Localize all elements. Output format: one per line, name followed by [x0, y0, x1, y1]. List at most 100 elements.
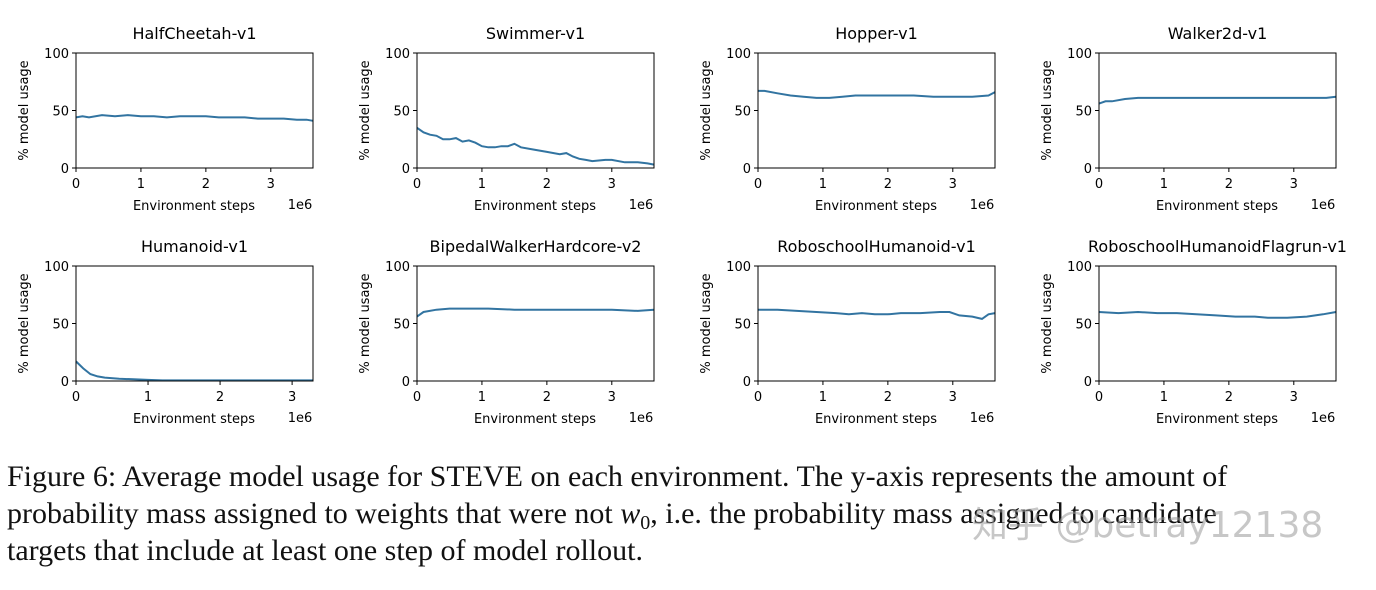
math-subscript: 0 — [640, 512, 650, 534]
subplot-title: RoboschoolHumanoid-v1 — [777, 237, 976, 256]
y-axis-label: % model usage — [17, 273, 32, 373]
x-tick-label: 0 — [72, 390, 80, 405]
x-offset-label: 1e6 — [1311, 411, 1336, 426]
caption-line: Figure 6: Average model usage for STEVE … — [7, 460, 1227, 493]
x-axis-label: Environment steps — [133, 199, 255, 214]
subplot: RoboschoolHumanoidFlagrun-v1 0 50 100 0 1 2 3 En… — [1040, 237, 1347, 427]
x-tick-label: 0 — [754, 177, 762, 192]
x-tick-label: 1 — [819, 177, 827, 192]
x-offset-label: 1e6 — [970, 198, 995, 213]
data-line — [416, 307, 655, 318]
x-tick-label: 2 — [216, 390, 224, 405]
y-axis-label: % model usage — [1040, 273, 1055, 373]
x-tick-label: 2 — [1225, 390, 1233, 405]
y-axis-label: % model usage — [1040, 60, 1055, 160]
x-tick-label: 2 — [202, 177, 210, 192]
y-tick-label: 50 — [52, 105, 69, 120]
caption-text: , i.e. the probability mass assigned to … — [650, 497, 1217, 530]
x-tick-label: 1 — [1160, 177, 1168, 192]
x-tick-label: 1 — [137, 177, 145, 192]
y-tick-label: 0 — [61, 162, 69, 177]
y-tick-label: 100 — [726, 260, 751, 275]
y-tick-label: 50 — [734, 105, 751, 120]
y-tick-label: 50 — [52, 318, 69, 333]
subplot-title: Hopper-v1 — [835, 24, 918, 43]
y-tick-label: 100 — [1067, 260, 1092, 275]
x-tick-label: 2 — [884, 177, 892, 192]
x-tick-label: 0 — [754, 390, 762, 405]
subplot: Swimmer-v1 0 50 100 0 1 2 3 Environment steps 1e6… — [358, 24, 655, 214]
data-line — [1098, 95, 1337, 105]
y-axis-label: % model usage — [358, 60, 373, 160]
x-axis-label: Environment steps — [815, 199, 937, 214]
x-tick-label: 1 — [1160, 390, 1168, 405]
caption-text: probability mass assigned to weights tha… — [7, 497, 620, 530]
y-tick-label: 0 — [743, 375, 751, 390]
x-tick-label: 2 — [884, 390, 892, 405]
subplot-title: Humanoid-v1 — [141, 237, 248, 256]
x-tick-label: 3 — [1290, 177, 1298, 192]
x-tick-label: 3 — [949, 177, 957, 192]
x-offset-label: 1e6 — [1311, 198, 1336, 213]
x-tick-label: 3 — [1290, 390, 1298, 405]
y-tick-label: 0 — [61, 375, 69, 390]
x-tick-label: 0 — [1095, 390, 1103, 405]
x-tick-label: 3 — [288, 390, 296, 405]
subplot: Humanoid-v1 0 50 100 0 1 2 3 Environment steps 1e… — [17, 237, 314, 427]
data-line — [75, 114, 314, 122]
x-axis-label: Environment steps — [1156, 199, 1278, 214]
y-tick-label: 0 — [743, 162, 751, 177]
x-tick-label: 1 — [478, 177, 486, 192]
subplot-title: RoboschoolHumanoidFlagrun-v1 — [1088, 237, 1347, 256]
x-tick-label: 3 — [608, 390, 616, 405]
y-tick-label: 50 — [1075, 105, 1092, 120]
subplot: BipedalWalkerHardcore-v2 0 50 100 0 1 2 3 Enviro… — [358, 237, 655, 427]
y-tick-label: 100 — [385, 260, 410, 275]
plot-frame — [757, 52, 996, 169]
y-tick-label: 100 — [385, 47, 410, 62]
y-tick-label: 50 — [393, 105, 410, 120]
x-tick-label: 1 — [478, 390, 486, 405]
data-line — [758, 308, 996, 320]
y-tick-label: 0 — [402, 375, 410, 390]
data-line — [75, 360, 313, 382]
y-axis-label: % model usage — [699, 273, 714, 373]
y-tick-label: 50 — [734, 318, 751, 333]
y-tick-label: 100 — [726, 47, 751, 62]
x-tick-label: 1 — [819, 390, 827, 405]
x-tick-label: 0 — [413, 177, 421, 192]
watermark: 知乎 @betray12138 — [972, 505, 1323, 546]
caption: Figure 6: Average model usage for STEVE … — [7, 460, 1227, 567]
subplot: HalfCheetah-v1 0 50 100 0 1 2 3 Environment step… — [17, 24, 314, 214]
y-tick-label: 50 — [393, 318, 410, 333]
x-axis-label: Environment steps — [1156, 412, 1278, 427]
x-offset-label: 1e6 — [629, 411, 654, 426]
x-tick-label: 3 — [267, 177, 275, 192]
x-axis-label: Environment steps — [815, 412, 937, 427]
x-axis-label: Environment steps — [133, 412, 255, 427]
caption-line: targets that include at least one step o… — [7, 534, 643, 567]
plot-frame — [416, 265, 655, 382]
plot-frame — [1098, 52, 1337, 169]
subplot-title: Swimmer-v1 — [486, 24, 585, 43]
math-symbol: w — [620, 497, 640, 530]
subplot-title: BipedalWalkerHardcore-v2 — [430, 237, 642, 256]
y-axis-label: % model usage — [17, 60, 32, 160]
data-line — [416, 126, 655, 166]
x-offset-label: 1e6 — [629, 198, 654, 213]
subplot-title: Walker2d-v1 — [1168, 24, 1268, 43]
plot-frame — [1098, 265, 1337, 382]
subplot: Hopper-v1 0 50 100 0 1 2 3 Environment steps 1e6%… — [699, 24, 996, 214]
y-tick-label: 100 — [44, 260, 69, 275]
x-tick-label: 2 — [543, 177, 551, 192]
x-tick-label: 0 — [413, 390, 421, 405]
x-tick-label: 2 — [1225, 177, 1233, 192]
subplot: RoboschoolHumanoid-v1 0 50 100 0 1 2 3 Environme… — [699, 237, 996, 427]
x-tick-label: 0 — [72, 177, 80, 192]
y-tick-label: 50 — [1075, 318, 1092, 333]
data-line — [1098, 310, 1337, 319]
caption-line: probability mass assigned to weights tha… — [7, 497, 1217, 534]
x-axis-label: Environment steps — [474, 199, 596, 214]
y-axis-label: % model usage — [699, 60, 714, 160]
